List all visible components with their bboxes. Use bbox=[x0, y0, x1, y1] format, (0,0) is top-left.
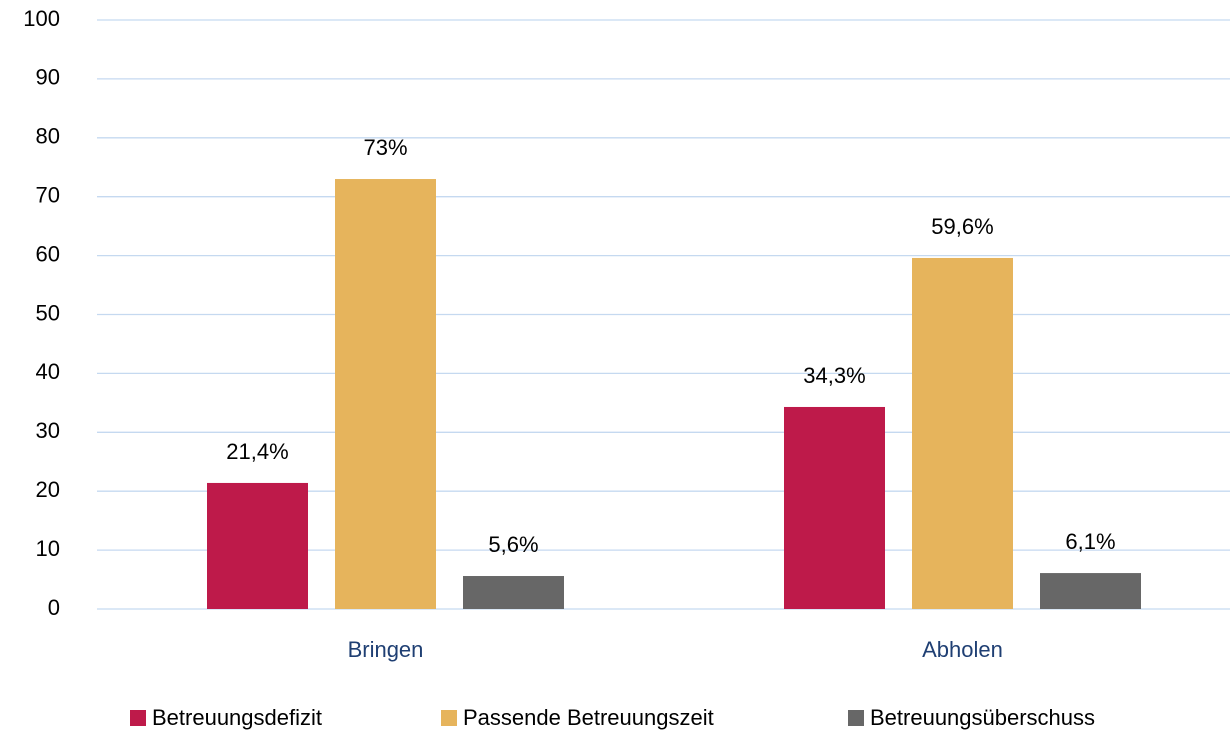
y-tick-label: 90 bbox=[36, 65, 60, 90]
value-label: 21,4% bbox=[226, 439, 288, 464]
y-tick-label: 100 bbox=[23, 6, 60, 31]
legend-swatch bbox=[848, 710, 864, 726]
legend-label: Betreuungsüberschuss bbox=[870, 705, 1095, 730]
y-tick-label: 80 bbox=[36, 124, 60, 149]
value-label: 73% bbox=[363, 135, 407, 160]
y-tick-label: 0 bbox=[48, 595, 60, 620]
y-tick-label: 30 bbox=[36, 418, 60, 443]
value-label: 34,3% bbox=[803, 363, 865, 388]
bar bbox=[784, 406, 885, 609]
bar bbox=[1040, 573, 1141, 609]
bar bbox=[912, 257, 1013, 609]
y-tick-label: 10 bbox=[36, 536, 60, 561]
value-label: 59,6% bbox=[931, 214, 993, 239]
bar bbox=[207, 482, 308, 609]
x-tick-label: Bringen bbox=[348, 637, 424, 662]
bar bbox=[335, 179, 436, 609]
bar bbox=[463, 576, 564, 609]
value-label: 5,6% bbox=[488, 532, 538, 557]
y-tick-label: 50 bbox=[36, 300, 60, 325]
legend-swatch bbox=[441, 710, 457, 726]
legend-label: Betreuungsdefizit bbox=[152, 705, 322, 730]
value-label: 6,1% bbox=[1065, 529, 1115, 554]
legend-label: Passende Betreuungszeit bbox=[463, 705, 714, 730]
y-tick-label: 20 bbox=[36, 477, 60, 502]
y-tick-label: 70 bbox=[36, 183, 60, 208]
y-tick-label: 40 bbox=[36, 359, 60, 384]
x-tick-label: Abholen bbox=[922, 637, 1003, 662]
legend-swatch bbox=[130, 710, 146, 726]
y-tick-label: 60 bbox=[36, 241, 60, 266]
